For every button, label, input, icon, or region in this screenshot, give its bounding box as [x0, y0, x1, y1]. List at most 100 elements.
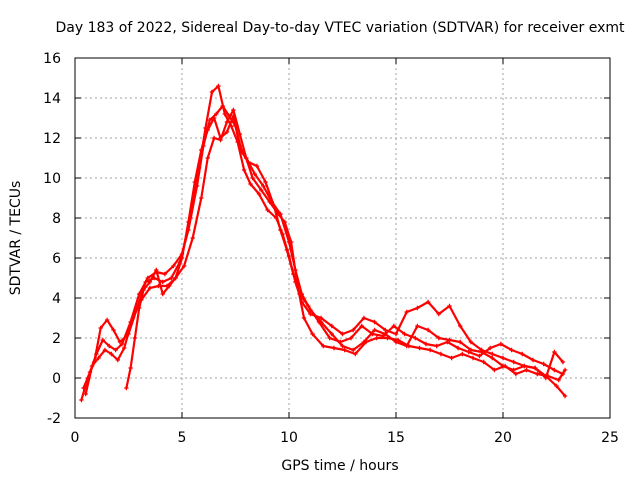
y-tick-label: 4 — [52, 291, 61, 307]
data-point — [261, 183, 266, 189]
data-point — [404, 343, 409, 349]
data-point — [402, 331, 407, 337]
data-point — [171, 263, 176, 269]
data-point — [524, 367, 529, 373]
data-point — [535, 371, 540, 377]
data-point — [222, 111, 227, 117]
data-point — [111, 327, 116, 333]
data-point — [374, 335, 379, 341]
data-point — [216, 83, 221, 89]
data-point — [115, 357, 120, 363]
data-point — [205, 127, 210, 133]
data-point — [554, 383, 559, 389]
data-point — [562, 393, 568, 399]
data-point — [252, 171, 257, 177]
data-point — [511, 359, 516, 365]
data-point — [436, 335, 441, 341]
x-tick-label: 20 — [494, 430, 512, 446]
data-point — [284, 247, 290, 253]
y-tick-label: 14 — [43, 91, 61, 107]
data-point — [428, 347, 433, 353]
data-point — [520, 351, 525, 357]
data-point — [479, 349, 484, 355]
data-point — [404, 309, 409, 315]
data-point — [372, 327, 377, 333]
data-point — [209, 89, 215, 95]
data-point — [460, 351, 465, 357]
data-point — [361, 315, 367, 321]
y-tick-label: 10 — [43, 171, 61, 187]
data-point — [423, 341, 429, 347]
data-point — [340, 343, 345, 349]
data-point — [436, 311, 441, 317]
data-point — [425, 327, 431, 333]
y-tick-label: 12 — [43, 131, 61, 147]
data-point — [207, 117, 213, 123]
data-point — [96, 355, 101, 361]
data-point — [211, 135, 217, 141]
data-point — [513, 371, 519, 377]
data-point — [256, 191, 262, 197]
series-line — [80, 104, 564, 402]
data-point — [393, 339, 399, 345]
data-point — [552, 367, 557, 373]
data-point — [415, 323, 420, 329]
data-point — [244, 155, 249, 161]
data-point — [417, 345, 422, 351]
data-point — [310, 331, 315, 337]
series-trace-4 — [124, 113, 566, 391]
data-point — [560, 359, 566, 365]
data-point — [181, 263, 187, 269]
data-point — [413, 335, 418, 341]
data-point — [487, 345, 493, 351]
data-point — [532, 365, 538, 371]
data-series — [79, 83, 568, 403]
data-point — [160, 279, 165, 285]
data-point — [145, 275, 150, 281]
data-point — [383, 331, 388, 337]
data-point — [278, 227, 283, 233]
data-point — [447, 337, 452, 343]
data-point — [327, 335, 332, 341]
data-point — [468, 339, 474, 345]
data-point — [137, 305, 142, 311]
data-point — [552, 349, 557, 355]
data-point — [522, 363, 527, 369]
data-point — [468, 347, 474, 353]
data-point — [250, 175, 255, 181]
data-point — [107, 343, 112, 349]
data-point — [359, 323, 364, 329]
data-point — [194, 183, 200, 189]
y-tick-label: 8 — [52, 211, 61, 227]
data-point — [265, 207, 270, 213]
data-point — [190, 235, 195, 241]
data-point — [248, 181, 253, 187]
data-point — [458, 323, 463, 329]
data-point — [425, 299, 431, 305]
data-point — [224, 119, 230, 125]
data-point — [192, 179, 198, 185]
data-point — [383, 327, 388, 333]
series-line — [84, 108, 567, 396]
data-point — [500, 355, 506, 361]
data-point — [530, 357, 536, 363]
data-point — [391, 323, 397, 329]
data-point — [393, 331, 399, 337]
data-point — [122, 345, 127, 351]
data-point — [224, 129, 230, 135]
data-point — [481, 359, 486, 365]
data-point — [186, 219, 191, 225]
y-tick-label: 2 — [52, 331, 61, 347]
data-point — [329, 323, 334, 329]
data-point — [340, 331, 345, 337]
data-point — [205, 155, 210, 161]
series-line — [125, 114, 564, 390]
data-point — [143, 279, 148, 285]
data-point — [128, 365, 133, 371]
x-tick-label: 25 — [601, 430, 619, 446]
data-point — [254, 163, 260, 169]
axis-ticks: 0 5 10 15 20 25 -2 0 2 4 6 8 10 12 14 16 — [43, 51, 619, 446]
x-tick-label: 0 — [71, 430, 80, 446]
data-point — [286, 239, 292, 245]
